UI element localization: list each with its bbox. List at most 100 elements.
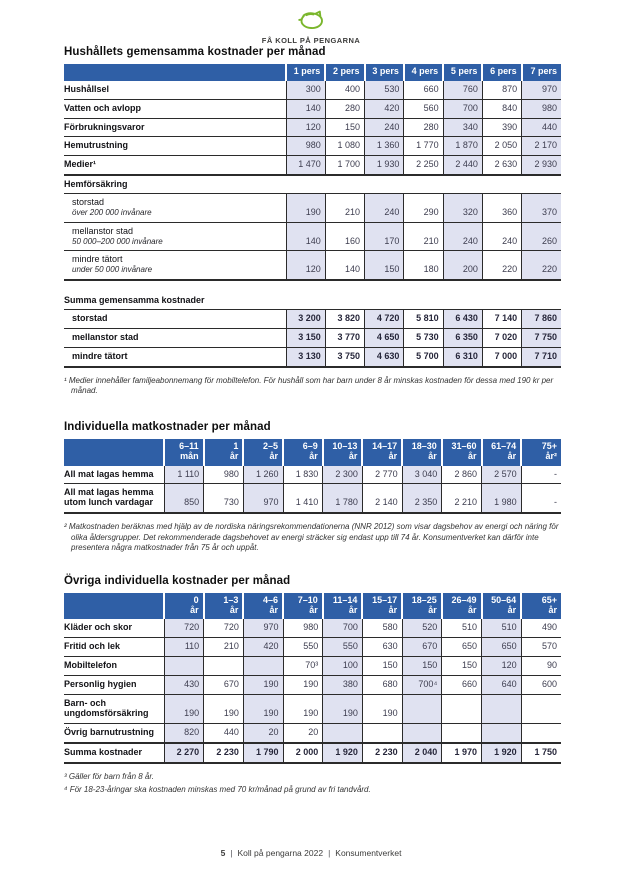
column-header: 5 pers (442, 64, 483, 81)
value-cell: 980 (203, 465, 244, 484)
value-cell: 200 (442, 250, 483, 282)
value-cell: 7 000 (481, 346, 522, 368)
value-cell: 2 170 (521, 136, 561, 156)
value-cell: 20 (242, 722, 284, 743)
value-cell: 3 200 (285, 309, 326, 329)
brand-text: FÅ KOLL PÅ PENGARNA (261, 36, 361, 45)
value-cell: 980 (521, 98, 561, 118)
row-label: Fritid och lek (64, 637, 164, 657)
value-cell: 820 (163, 722, 204, 743)
row-label: Förbrukningsvaror (64, 117, 286, 137)
value-cell: 7 750 (521, 327, 561, 348)
table-row: storstad över 200 000 invånare 190 210 240 29… (64, 193, 561, 223)
value-cell: 580 (361, 619, 403, 638)
table-row: mindre tätort 3 130 3 750 4 630 5 700 6 310 7 … (64, 346, 561, 368)
value-cell: 510 (481, 619, 522, 638)
row-sublabel: under 50 000 invånare (72, 265, 153, 275)
value-cell: 550 (322, 637, 363, 657)
column-header: 7 pers (520, 64, 561, 81)
value-cell: 600 (520, 675, 561, 695)
value-cell: 1 410 (282, 483, 323, 515)
value-cell: 700 (442, 98, 483, 118)
value-cell (441, 693, 482, 724)
table-row: Hushållsel 300 400 530 660 760 870 970 (64, 80, 561, 100)
value-cell: 530 (364, 80, 404, 100)
value-cell: 420 (242, 637, 284, 657)
value-cell: 190 (282, 693, 323, 724)
value-cell: 150 (401, 656, 442, 676)
value-cell: 7 710 (521, 346, 561, 368)
cost-table: 6–11 mån 1 år 2–5 år 6–9 år 10–13 år 14–17 år 18–30 å… (64, 439, 561, 515)
column-header: 15–17 år (361, 592, 403, 620)
value-cell: 380 (322, 675, 363, 695)
value-cell (481, 693, 522, 724)
value-cell: 700 (322, 619, 363, 638)
column-header: 75+ år² (520, 439, 561, 466)
table-row: All mat lagas hemma 1 110 980 1 260 1 830 2 3… (64, 465, 561, 484)
row-label: All mat lagas hemma (64, 468, 154, 479)
row-label: Övrig barnutrustning (64, 722, 164, 743)
value-cell: 700⁴ (401, 675, 442, 695)
value-cell: 6 310 (442, 346, 483, 368)
value-cell: 150 (324, 117, 365, 137)
footnote-3: ³ Gäller för barn från 8 år. (64, 771, 154, 781)
value-cell: 490 (520, 619, 561, 638)
column-header: 50–64 år (480, 592, 522, 620)
value-cell: 5 700 (403, 346, 444, 368)
value-cell: 760 (442, 80, 483, 100)
value-cell: 120 (285, 250, 326, 282)
value-cell: 2 570 (481, 465, 522, 484)
column-header: 26–49 år (440, 592, 482, 620)
value-cell: 2 270 (163, 741, 204, 764)
value-cell: 150 (364, 250, 404, 282)
table-row: mellanstor stad 50 000–200 000 invånare 14… (64, 221, 561, 251)
value-cell: 300 (285, 80, 326, 100)
value-cell: - (520, 483, 561, 515)
table-header-row: 1 pers 2 pers 3 pers 4 pers 5 pers 6 pers 7 pe… (64, 64, 561, 81)
value-cell: 140 (285, 221, 326, 251)
value-cell: 190 (163, 693, 204, 724)
column-header: 1–3 år (202, 592, 244, 620)
cost-table: 1 pers 2 pers 3 pers 4 pers 5 pers 6 pers 7 pe… (64, 64, 561, 282)
value-cell: 280 (403, 117, 444, 137)
value-cell: 2 000 (282, 741, 323, 764)
value-cell: 120 (285, 117, 326, 137)
value-cell: 2 630 (481, 155, 522, 176)
content-column: Hushållets gemensamma kostnader per måna… (64, 46, 561, 795)
table-row: Vatten och avlopp 140 280 420 560 700 840 980 (64, 98, 561, 118)
value-cell: 7 860 (521, 309, 561, 329)
value-cell: 680 (361, 675, 403, 695)
row-label: Summa kostnader (64, 741, 164, 764)
section-header-row: Summa gemensamma kostnader (64, 292, 561, 309)
value-cell: 190 (282, 675, 323, 695)
value-cell: 2 230 (361, 741, 403, 764)
value-cell: 510 (441, 619, 482, 638)
value-cell: 120 (481, 656, 522, 676)
column-header: 1 pers (284, 64, 326, 81)
value-cell: 170 (364, 221, 404, 251)
footer-publisher: Konsumentverket (335, 848, 402, 858)
value-cell: 400 (324, 80, 365, 100)
section-title-food: Individuella matkostnader per månad (64, 421, 271, 434)
row-label: Personlig hygien (64, 675, 164, 695)
row-label: storstad över 200 000 invånare (64, 193, 286, 223)
table-header-row: 0 år 1–3 år 4–6 år 7–10 år 11–14 år 15–17 år 18–25 år… (64, 592, 561, 620)
value-cell: 190 (203, 693, 244, 724)
value-cell: 280 (324, 98, 365, 118)
value-cell: 570 (520, 637, 561, 657)
value-cell: 3 130 (285, 346, 326, 368)
value-cell: 7 140 (481, 309, 522, 329)
table-corner-cell (64, 64, 286, 81)
footnote-4: ⁴ För 18-23-åringar ska kostnaden minska… (64, 784, 371, 794)
footer-separator: | (328, 848, 331, 858)
table-row: mindre tätort under 50 000 invånare 120 140… (64, 250, 561, 282)
value-cell: 2 050 (481, 136, 522, 156)
section-label: Summa gemensamma kostnader (64, 295, 205, 306)
row-label: Kläder och skor (64, 622, 133, 633)
value-cell: 320 (442, 193, 483, 223)
column-header: 18–30 år (401, 439, 442, 466)
value-cell: 5 730 (403, 327, 444, 348)
value-cell: 660 (403, 80, 444, 100)
column-header: 2–5 år (242, 439, 284, 466)
column-header: 65+ år (520, 592, 561, 620)
